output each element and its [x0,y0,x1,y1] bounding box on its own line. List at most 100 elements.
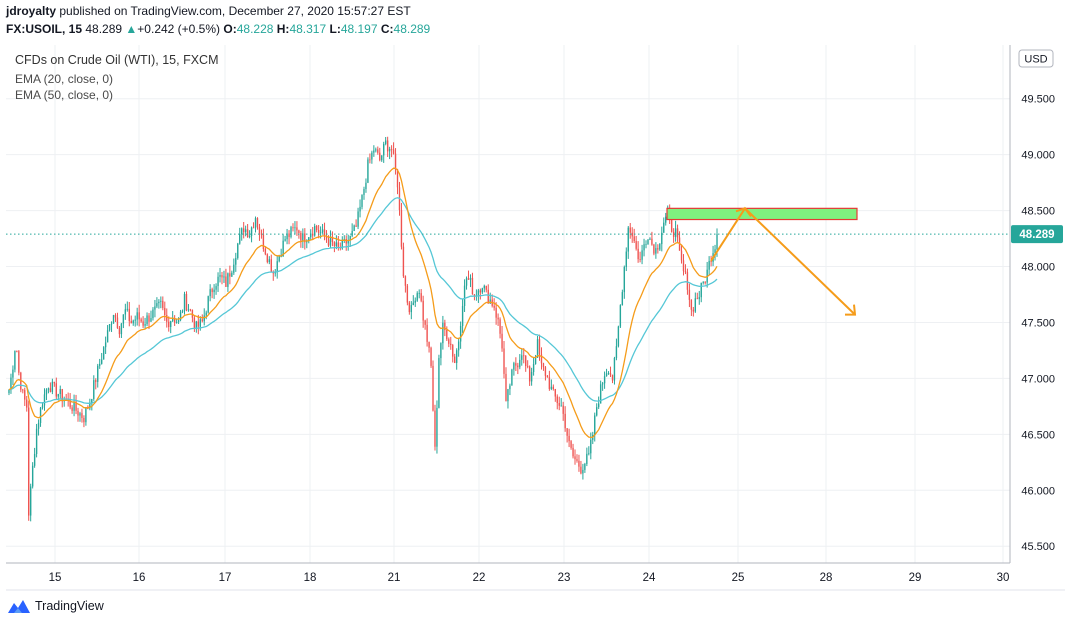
x-tick-label: 28 [820,572,833,584]
x-tick-label: 30 [997,572,1010,584]
candle-body [588,453,590,455]
x-tick-label: 17 [219,572,232,584]
candle-body [497,317,499,320]
candle-body [223,276,225,278]
currency-badge[interactable]: USD [1018,49,1054,68]
candle-body [651,238,653,245]
candle-body [201,319,203,322]
candle-body [716,234,718,250]
publisher-user[interactable]: jdroyalty [6,4,57,18]
x-tick-label: 21 [388,572,401,584]
candle-body [217,276,219,287]
candle-body [361,194,363,207]
x-axis-ticks[interactable]: 15 16 17 18 21 22 23 24 25 28 29 30 [49,572,1010,584]
candle-body [53,381,56,384]
candle-body [183,293,186,311]
candle-body [219,275,221,277]
candle-body [621,292,624,306]
candle-body [199,319,201,327]
candle-body [552,386,555,389]
candle-body [345,238,347,244]
legend-ema20[interactable]: EMA (20, close, 0) [15,72,114,86]
candle-body [392,149,395,154]
candle-body [337,242,340,248]
candle-body [203,315,205,322]
candle-body [365,182,367,190]
candle-body [229,273,231,277]
arrowhead-up [735,207,752,217]
candle-body [313,226,316,236]
candle-body [298,230,300,233]
candle-body [278,256,280,262]
candle-body [400,210,403,247]
candle-body [341,239,343,249]
y-axis-ticks[interactable]: 49.500 49.000 48.500 48.000 47.500 47.000 46.5… [1021,94,1055,554]
candle-body [659,244,661,250]
candle-body [207,296,209,313]
candle-body [465,278,468,286]
candle-body [85,408,87,423]
candle-body [698,297,700,300]
candle-body [292,227,294,229]
candle-body [493,305,495,308]
candle-body [335,242,338,247]
candle-body [284,239,286,241]
candle-body [122,314,125,324]
candle-body [505,373,507,402]
candle-body [140,319,142,322]
candle-body [47,388,50,390]
y-tick-label: 48.000 [1021,262,1055,274]
candle-body [95,380,97,382]
candle-body [250,227,253,236]
candle-body [347,240,349,244]
candle-body [607,373,610,375]
candle-body [300,232,302,241]
candle-body [576,459,578,461]
candle-body [244,229,247,233]
candle-body [442,322,444,344]
legend-ema50[interactable]: EMA (50, close, 0) [15,88,114,102]
candle-body [235,258,237,265]
candle-body [132,320,134,324]
candle-body [714,249,716,254]
candle-body [369,159,371,161]
resistance-zone[interactable] [666,207,858,221]
candle-body [586,453,588,464]
candle-body [39,407,42,423]
candle-body [526,366,529,367]
brand[interactable]: TradingView [8,599,104,613]
candle-body [185,293,188,311]
candle-body [396,169,399,188]
candle-body [446,329,448,340]
candle-body [572,447,574,457]
candle-body [37,422,40,429]
candle-body [688,289,691,300]
candle-body [49,388,52,392]
projection-arrow[interactable] [710,206,856,316]
legend-symbol[interactable]: CFDs on Crude Oil (WTI), 15, FXCM [15,53,219,67]
x-tick-label: 29 [909,572,922,584]
candle-body [264,249,267,255]
candle-body [700,282,702,298]
candle-body [138,312,140,320]
candle-body [148,315,150,322]
candle-body [412,302,414,306]
candle-body [256,218,259,228]
candle-body [166,314,168,322]
candle-body [544,367,547,376]
candle-body [93,380,95,399]
candle-body [171,318,174,322]
candle-body [258,227,261,234]
candle-body [270,259,272,273]
candle-body [499,319,501,334]
quote-high-label: H: [276,22,290,36]
candle-body [237,243,239,259]
candle-body [388,148,391,152]
candle-body [383,143,385,156]
candle-body [418,293,420,294]
candle-body [215,286,217,290]
candle-body [609,373,612,375]
candle-body [582,469,584,474]
candle-body [599,384,602,404]
